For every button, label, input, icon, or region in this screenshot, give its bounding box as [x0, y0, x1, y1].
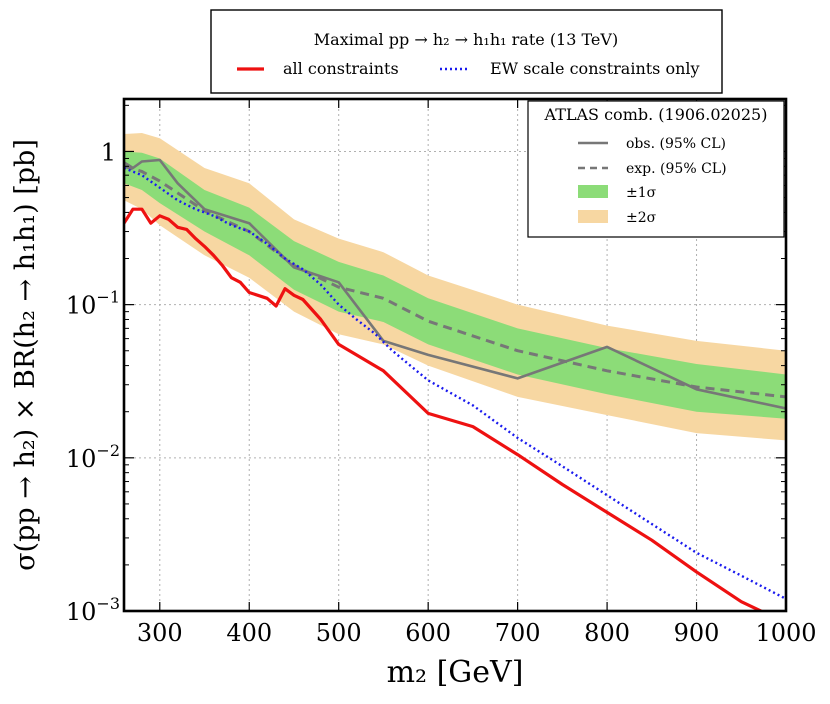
atlas-legend-swatch-1sigma	[578, 185, 608, 198]
y-tick-label: 1	[101, 138, 116, 166]
x-tick-label: 800	[584, 619, 630, 647]
top-legend-frame	[210, 9, 723, 94]
y-tick-exponent: −2	[96, 441, 120, 460]
atlas-legend-title: ATLAS comb. (1906.02025)	[544, 105, 768, 124]
top-legend: Maximal pp → h₂ → h₁h₁ rate (13 TeV) all…	[210, 9, 723, 94]
series-observed-line	[124, 158, 786, 410]
series-expected-line	[124, 164, 786, 399]
series-ew-only-line	[124, 166, 786, 600]
y-axis-label: σ(pp → h₂) × BR(h₂ → h₁h₁) [pb]	[10, 139, 41, 571]
y-tick-label: 10−2	[66, 441, 120, 473]
top-legend-header: Maximal pp → h₂ → h₁h₁ rate (13 TeV)	[314, 30, 618, 49]
x-tick-label: 500	[316, 619, 362, 647]
x-tick-label: 900	[674, 619, 720, 647]
series-layer	[124, 133, 786, 611]
x-tick-label: 300	[137, 619, 183, 647]
atlas-legend-label-exp: exp. (95% CL)	[626, 161, 727, 177]
x-axis-label: m₂ [GeV]	[387, 655, 524, 690]
series-all-constraints-line	[124, 207, 765, 611]
plot-area: 300 400 500 600 700 800 900 1000 1 10−1 10−2 10−3	[66, 97, 817, 647]
y-tick-exponent: −1	[96, 288, 120, 307]
x-tick-label: 1000	[755, 619, 816, 647]
atlas-legend-label-obs: obs. (95% CL)	[626, 136, 726, 152]
plot-frame	[122, 97, 788, 613]
x-tick-label: 700	[495, 619, 541, 647]
x-tick-label: 600	[405, 619, 451, 647]
tick-layer: 300 400 500 600 700 800 900 1000 1 10−1 10−2 10−3	[66, 99, 817, 647]
atlas-legend: ATLAS comb. (1906.02025) obs. (95% CL) e…	[527, 100, 785, 238]
legend-label-ew-only: EW scale constraints only	[490, 59, 700, 78]
legend-label-all-constraints: all constraints	[283, 59, 399, 78]
x-tick-label: 400	[226, 619, 272, 647]
y-tick-label: 10−3	[66, 594, 120, 626]
atlas-legend-label-2sigma: ±2σ	[626, 210, 657, 226]
atlas-legend-swatch-2sigma	[578, 210, 608, 223]
atlas-legend-frame	[527, 100, 785, 238]
atlas-legend-label-1sigma: ±1σ	[626, 185, 657, 201]
y-tick-exponent: −3	[96, 594, 120, 613]
y-tick-label: 10−1	[66, 288, 120, 320]
